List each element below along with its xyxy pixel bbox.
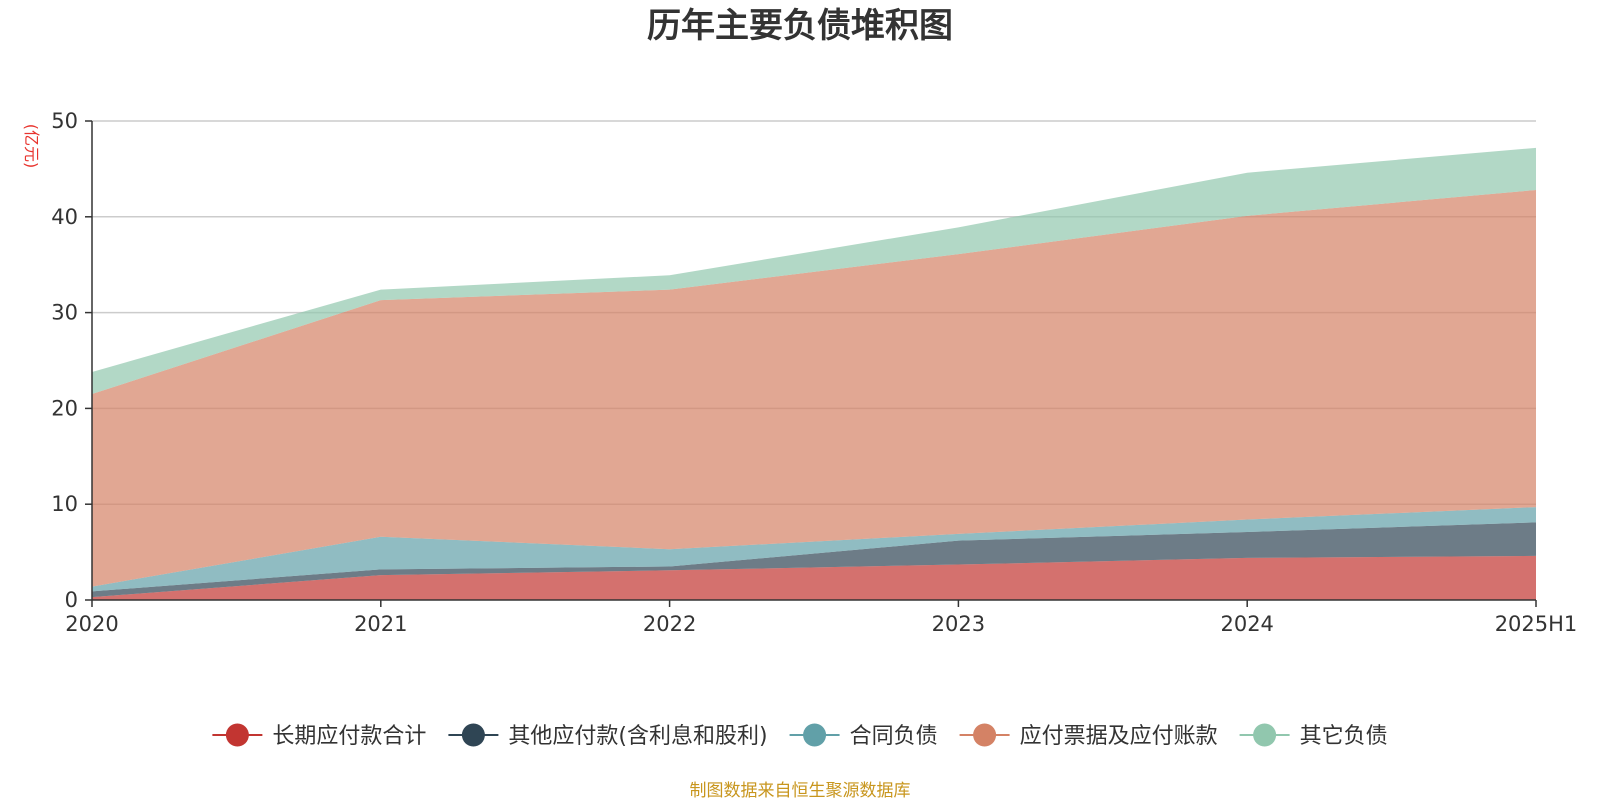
- y-tick-label: 0: [65, 588, 78, 612]
- legend-marker: [461, 723, 485, 747]
- area-应付票据及应付账款: [92, 189, 1536, 587]
- x-tick-label: 2022: [643, 612, 696, 636]
- legend-item[interactable]: 合同负债: [789, 723, 938, 750]
- x-tick-label: 2020: [65, 612, 118, 636]
- legend-label: 长期应付款合计: [272, 724, 426, 749]
- x-tick-label: 2021: [354, 612, 407, 636]
- source-note: 制图数据来自恒生聚源数据库: [690, 781, 911, 800]
- legend-item[interactable]: 其他应付款(含利息和股利): [448, 723, 768, 750]
- legend-label: 其它负债: [1300, 724, 1388, 749]
- legend-marker: [1253, 723, 1277, 747]
- legend-label: 其他应付款(含利息和股利): [508, 724, 767, 749]
- y-axis-unit: (亿元): [22, 124, 41, 169]
- x-tick-label: 2025H1: [1495, 612, 1578, 636]
- axes: 0 10 20 30 40 50 2020 2021 2022 2023 2024 2025H1: [51, 109, 1577, 636]
- legend[interactable]: 长期应付款合计 其他应付款(含利息和股利) 合同负债 应付票据及应付账款 其它负债: [212, 723, 1388, 750]
- x-tick-label: 2023: [932, 612, 985, 636]
- area-长期应付款合计: [92, 555, 1536, 600]
- y-tick-label: 50: [51, 109, 78, 133]
- chart-title: 历年主要负债堆积图: [647, 6, 953, 46]
- legend-label: 应付票据及应付账款: [1020, 724, 1218, 749]
- legend-label: 合同负债: [850, 724, 938, 749]
- y-tick-label: 10: [51, 492, 78, 516]
- legend-item[interactable]: 长期应付款合计: [212, 723, 426, 750]
- legend-marker: [973, 723, 997, 747]
- area-series: [92, 147, 1536, 600]
- legend-item[interactable]: 应付票据及应付账款: [959, 723, 1218, 750]
- legend-item[interactable]: 其它负债: [1239, 723, 1388, 750]
- legend-marker: [225, 723, 249, 747]
- area-其他应付款(含利息和股利): [92, 522, 1536, 598]
- area-其它负债: [92, 147, 1536, 395]
- y-tick-label: 40: [51, 205, 78, 229]
- y-tick-label: 20: [51, 396, 78, 420]
- x-tick-label: 2024: [1220, 612, 1273, 636]
- y-tick-label: 30: [51, 301, 78, 325]
- area-合同负债: [92, 507, 1536, 592]
- legend-marker: [803, 723, 827, 747]
